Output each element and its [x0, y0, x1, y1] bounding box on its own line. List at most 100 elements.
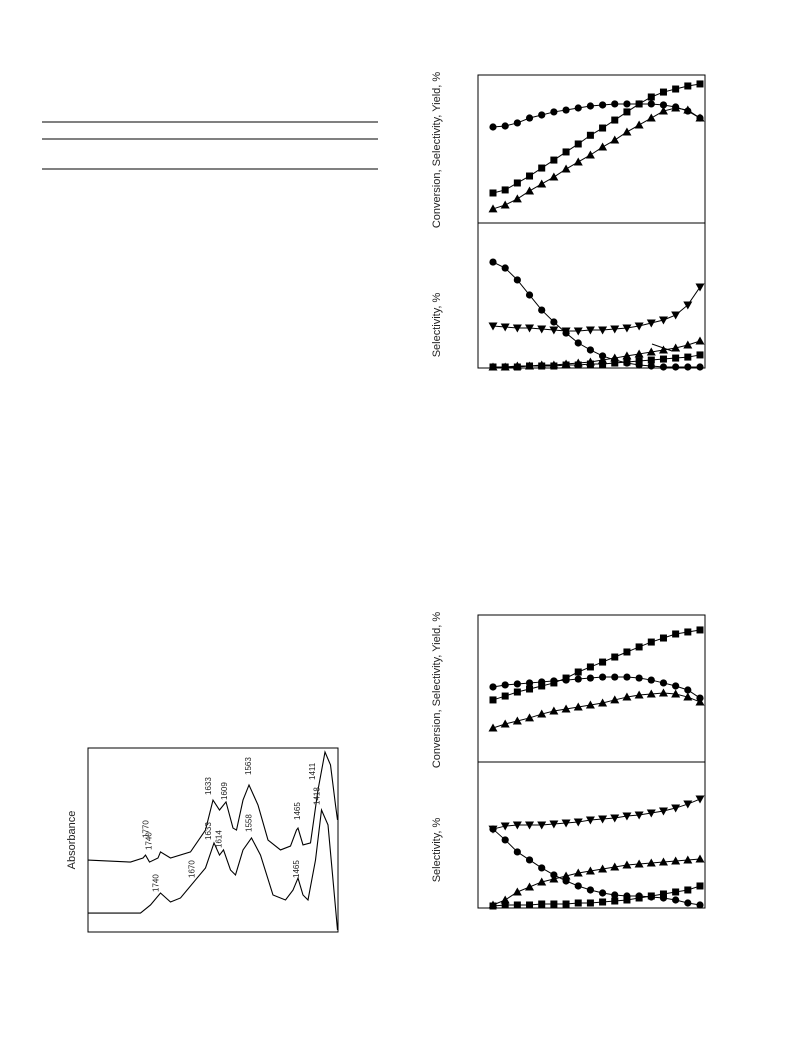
marker [659, 363, 668, 371]
marker [599, 658, 607, 666]
marker [622, 860, 632, 869]
marker [646, 347, 656, 356]
marker [489, 258, 497, 266]
marker [622, 812, 632, 821]
marker [489, 363, 497, 371]
marker [562, 361, 570, 369]
marker [658, 807, 668, 816]
marker [513, 901, 521, 909]
marker [538, 306, 546, 314]
marker [537, 877, 547, 886]
marker [635, 643, 643, 651]
marker [550, 900, 558, 908]
marker [684, 82, 692, 90]
peak-label: 1558 [245, 814, 254, 832]
marker [513, 363, 521, 371]
marker [684, 686, 692, 694]
marker [526, 362, 534, 370]
marker [647, 356, 655, 364]
marker [525, 291, 534, 299]
series-line [492, 828, 701, 906]
series-line [492, 798, 701, 830]
marker [646, 113, 656, 122]
marker [513, 680, 521, 688]
marker [684, 353, 692, 361]
series-line [492, 676, 701, 699]
marker [586, 131, 594, 139]
marker [599, 124, 607, 132]
marker [489, 123, 497, 131]
marker [683, 800, 693, 809]
marker [659, 355, 667, 363]
marker [562, 674, 570, 682]
marker [513, 119, 521, 127]
marker [512, 194, 522, 203]
peak-label: 1633 [204, 822, 213, 840]
marker [598, 101, 607, 109]
y-axis-label: Selectivity, % [431, 817, 443, 882]
peak-label: 1740 [145, 832, 154, 850]
marker [488, 825, 498, 834]
peak-label: 1770 [142, 820, 151, 838]
marker [623, 673, 631, 681]
series-line [492, 107, 701, 210]
marker [501, 363, 509, 371]
marker [611, 116, 619, 124]
marker [574, 882, 582, 890]
marker [622, 351, 632, 360]
marker [489, 902, 497, 910]
marker [634, 690, 644, 699]
marker [647, 638, 655, 646]
marker [658, 857, 668, 866]
marker [512, 324, 522, 333]
marker [647, 362, 655, 370]
marker [561, 819, 571, 828]
marker [598, 889, 607, 897]
marker [538, 682, 546, 690]
peak-label: 1740 [152, 874, 161, 892]
marker [611, 673, 619, 681]
marker [623, 358, 631, 366]
series-line [492, 286, 701, 332]
marker [489, 683, 497, 691]
marker [573, 327, 583, 336]
marker [525, 856, 534, 864]
table-rules [42, 121, 378, 170]
marker [598, 698, 608, 707]
marker [658, 316, 668, 325]
marker [513, 276, 521, 284]
marker [562, 106, 570, 114]
marker [598, 142, 608, 151]
marker [585, 866, 595, 875]
marker [634, 811, 644, 820]
marker [512, 716, 522, 725]
marker [561, 164, 571, 173]
marker [538, 900, 546, 908]
marker [611, 100, 619, 108]
marker [599, 898, 607, 906]
marker [574, 339, 582, 347]
marker [512, 821, 522, 830]
marker [695, 795, 705, 804]
marker [683, 692, 693, 701]
marker [695, 113, 705, 122]
marker [525, 324, 535, 333]
series-line [492, 858, 701, 906]
marker [672, 888, 680, 896]
marker [562, 900, 570, 908]
y-axis-label: Absorbance [66, 811, 78, 870]
peak-label: 1614 [215, 830, 224, 848]
marker [647, 100, 655, 108]
marker [526, 172, 534, 180]
marker [513, 688, 521, 696]
marker [634, 322, 644, 331]
series-line [492, 83, 701, 194]
marker [538, 864, 546, 872]
marker [634, 349, 644, 358]
marker [501, 681, 509, 689]
marker [526, 685, 534, 693]
marker [525, 882, 535, 891]
marker [586, 886, 595, 894]
marker [647, 676, 655, 684]
